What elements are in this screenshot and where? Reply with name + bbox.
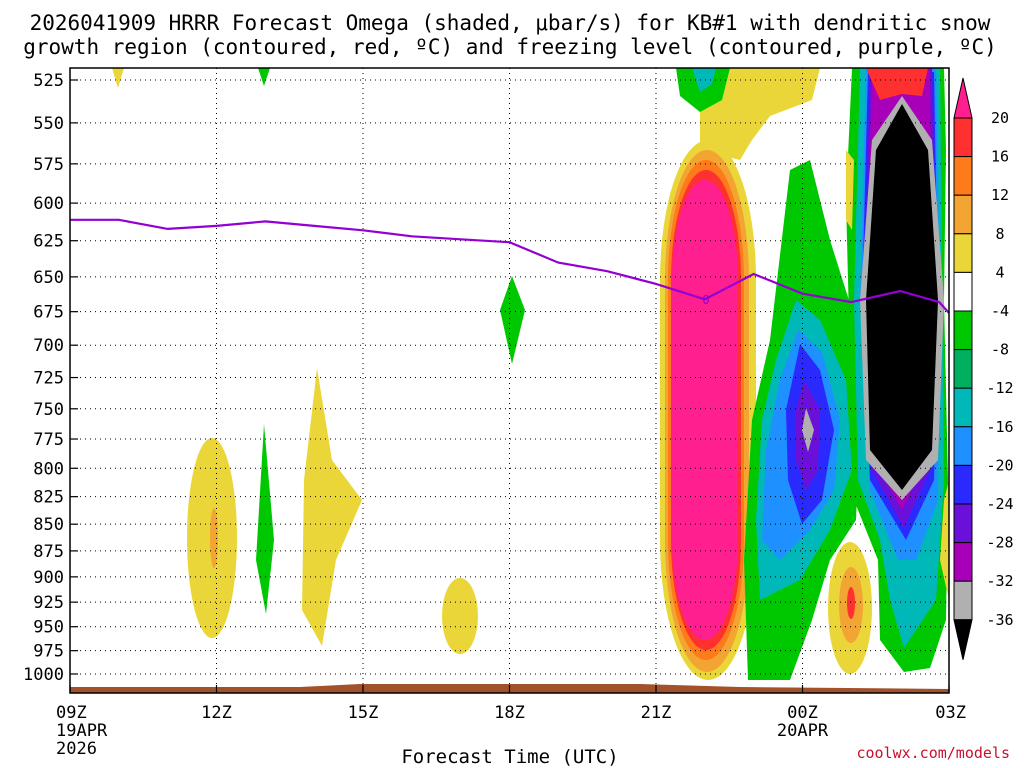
colorbar-swatch <box>953 233 973 273</box>
x-tick-label: 21Z <box>641 703 672 723</box>
y-tick-label: 950 <box>33 618 64 638</box>
x-tick-label: 15Z <box>348 703 379 723</box>
y-tick-label: 575 <box>33 155 64 175</box>
y-tick-label: 650 <box>33 268 64 288</box>
omega-shading <box>70 68 949 693</box>
colorbar-label: -36 <box>986 611 1013 629</box>
colorbar-swatch <box>953 503 973 544</box>
y-tick-label: 725 <box>33 369 64 389</box>
y-tick-label: 825 <box>33 488 64 508</box>
omega-rise-17z <box>442 578 478 654</box>
x-tick-label: 03Z <box>935 703 966 723</box>
y-tick-label: 900 <box>33 568 64 588</box>
y-tick-label: 875 <box>33 542 64 562</box>
colorbar-label: 12 <box>991 186 1009 204</box>
y-tick-label: 925 <box>33 593 64 613</box>
x-tick-label: 00Z <box>787 703 818 723</box>
colorbar-label: -8 <box>991 341 1009 359</box>
colorbar-label: 16 <box>991 148 1009 166</box>
x-axis-label: Forecast Time (UTC) <box>401 746 618 768</box>
colorbar-swatch <box>953 194 973 235</box>
y-tick-label: 800 <box>33 459 64 479</box>
colorbar-swatch <box>953 464 973 505</box>
colorbar-swatch <box>953 349 973 389</box>
omega-sink-18z <box>500 276 525 364</box>
freezing-level-line <box>70 218 950 314</box>
colorbar-label: -32 <box>986 572 1013 590</box>
colorbar-label: -24 <box>986 495 1013 513</box>
colorbar: 20 16 12 8 4 -4 -8 -12 -16 -20 -24 -28 -32 -36 <box>953 77 1014 660</box>
y-tick-label: 525 <box>33 71 64 91</box>
omega-sink-13z <box>256 424 274 614</box>
omega-rise-14z <box>302 368 362 646</box>
colorbar-swatch <box>953 426 973 466</box>
x-tick-sublabel-date: 19APR <box>56 721 108 741</box>
colorbar-swatch <box>953 271 973 312</box>
sink-core-m36 <box>866 104 938 490</box>
colorbar-label: -4 <box>991 302 1009 320</box>
chart-title-line1: 2026041909 HRRR Forecast Omega (shaded, … <box>30 11 991 35</box>
freezing-level-label: 0 <box>702 293 709 307</box>
colorbar-swatch <box>953 387 973 428</box>
colorbar-swatch <box>953 580 973 621</box>
y-tick-label: 750 <box>33 400 64 420</box>
omega-top-yellow-blob <box>112 68 124 88</box>
updraft-core-20 <box>672 180 738 640</box>
colorbar-label: -28 <box>986 534 1013 552</box>
colorbar-swatch <box>953 310 973 351</box>
sink-contour-m32-small <box>802 408 814 452</box>
x-tick-label: 09Z <box>56 703 87 723</box>
colorbar-label: 8 <box>995 225 1004 243</box>
gridlines <box>70 68 949 693</box>
x-tick-sublabel-date: 20APR <box>777 721 829 741</box>
colorbar-label: 4 <box>995 263 1004 281</box>
omega-rise-01z-core <box>847 587 855 619</box>
colorbar-label: 20 <box>991 109 1009 127</box>
omega-top-green-blob <box>258 68 270 86</box>
omega-upper-teal <box>692 68 716 92</box>
credit-text[interactable]: coolwx.com/models <box>856 744 1010 762</box>
omega-right-edge-yellow <box>940 480 949 600</box>
colorbar-label: -16 <box>986 418 1013 436</box>
omega-rise-upper-yellow <box>700 68 820 160</box>
x-tick-label: 18Z <box>494 703 525 723</box>
omega-right-thin-yellow <box>846 150 854 230</box>
y-tick-label: 675 <box>33 303 64 323</box>
colorbar-label: -12 <box>986 379 1013 397</box>
y-tick-label: 975 <box>33 642 64 662</box>
y-tick-label: 1000 <box>23 665 64 685</box>
y-tick-label: 625 <box>33 232 64 252</box>
y-tick-label: 700 <box>33 336 64 356</box>
sink-core-top-red <box>866 68 928 100</box>
y-tick-label: 600 <box>33 194 64 214</box>
colorbar-swatch <box>953 156 973 196</box>
chart-title-line2: growth region (contoured, red, ºC) and f… <box>23 35 997 59</box>
colorbar-bottom-arrow <box>953 619 973 660</box>
x-tick-label: 12Z <box>201 703 232 723</box>
y-tick-label: 775 <box>33 430 64 450</box>
y-tick-label: 850 <box>33 515 64 535</box>
colorbar-swatch <box>953 117 973 158</box>
y-tick-label: 550 <box>33 114 64 134</box>
x-tick-sublabel-year: 2026 <box>56 739 97 759</box>
colorbar-top-arrow <box>953 77 973 119</box>
colorbar-label: -20 <box>986 456 1013 474</box>
y-axis: 525 550 575 600 625 650 675 700 725 750 775 800 825 8… <box>23 71 78 685</box>
colorbar-swatch <box>953 542 973 582</box>
